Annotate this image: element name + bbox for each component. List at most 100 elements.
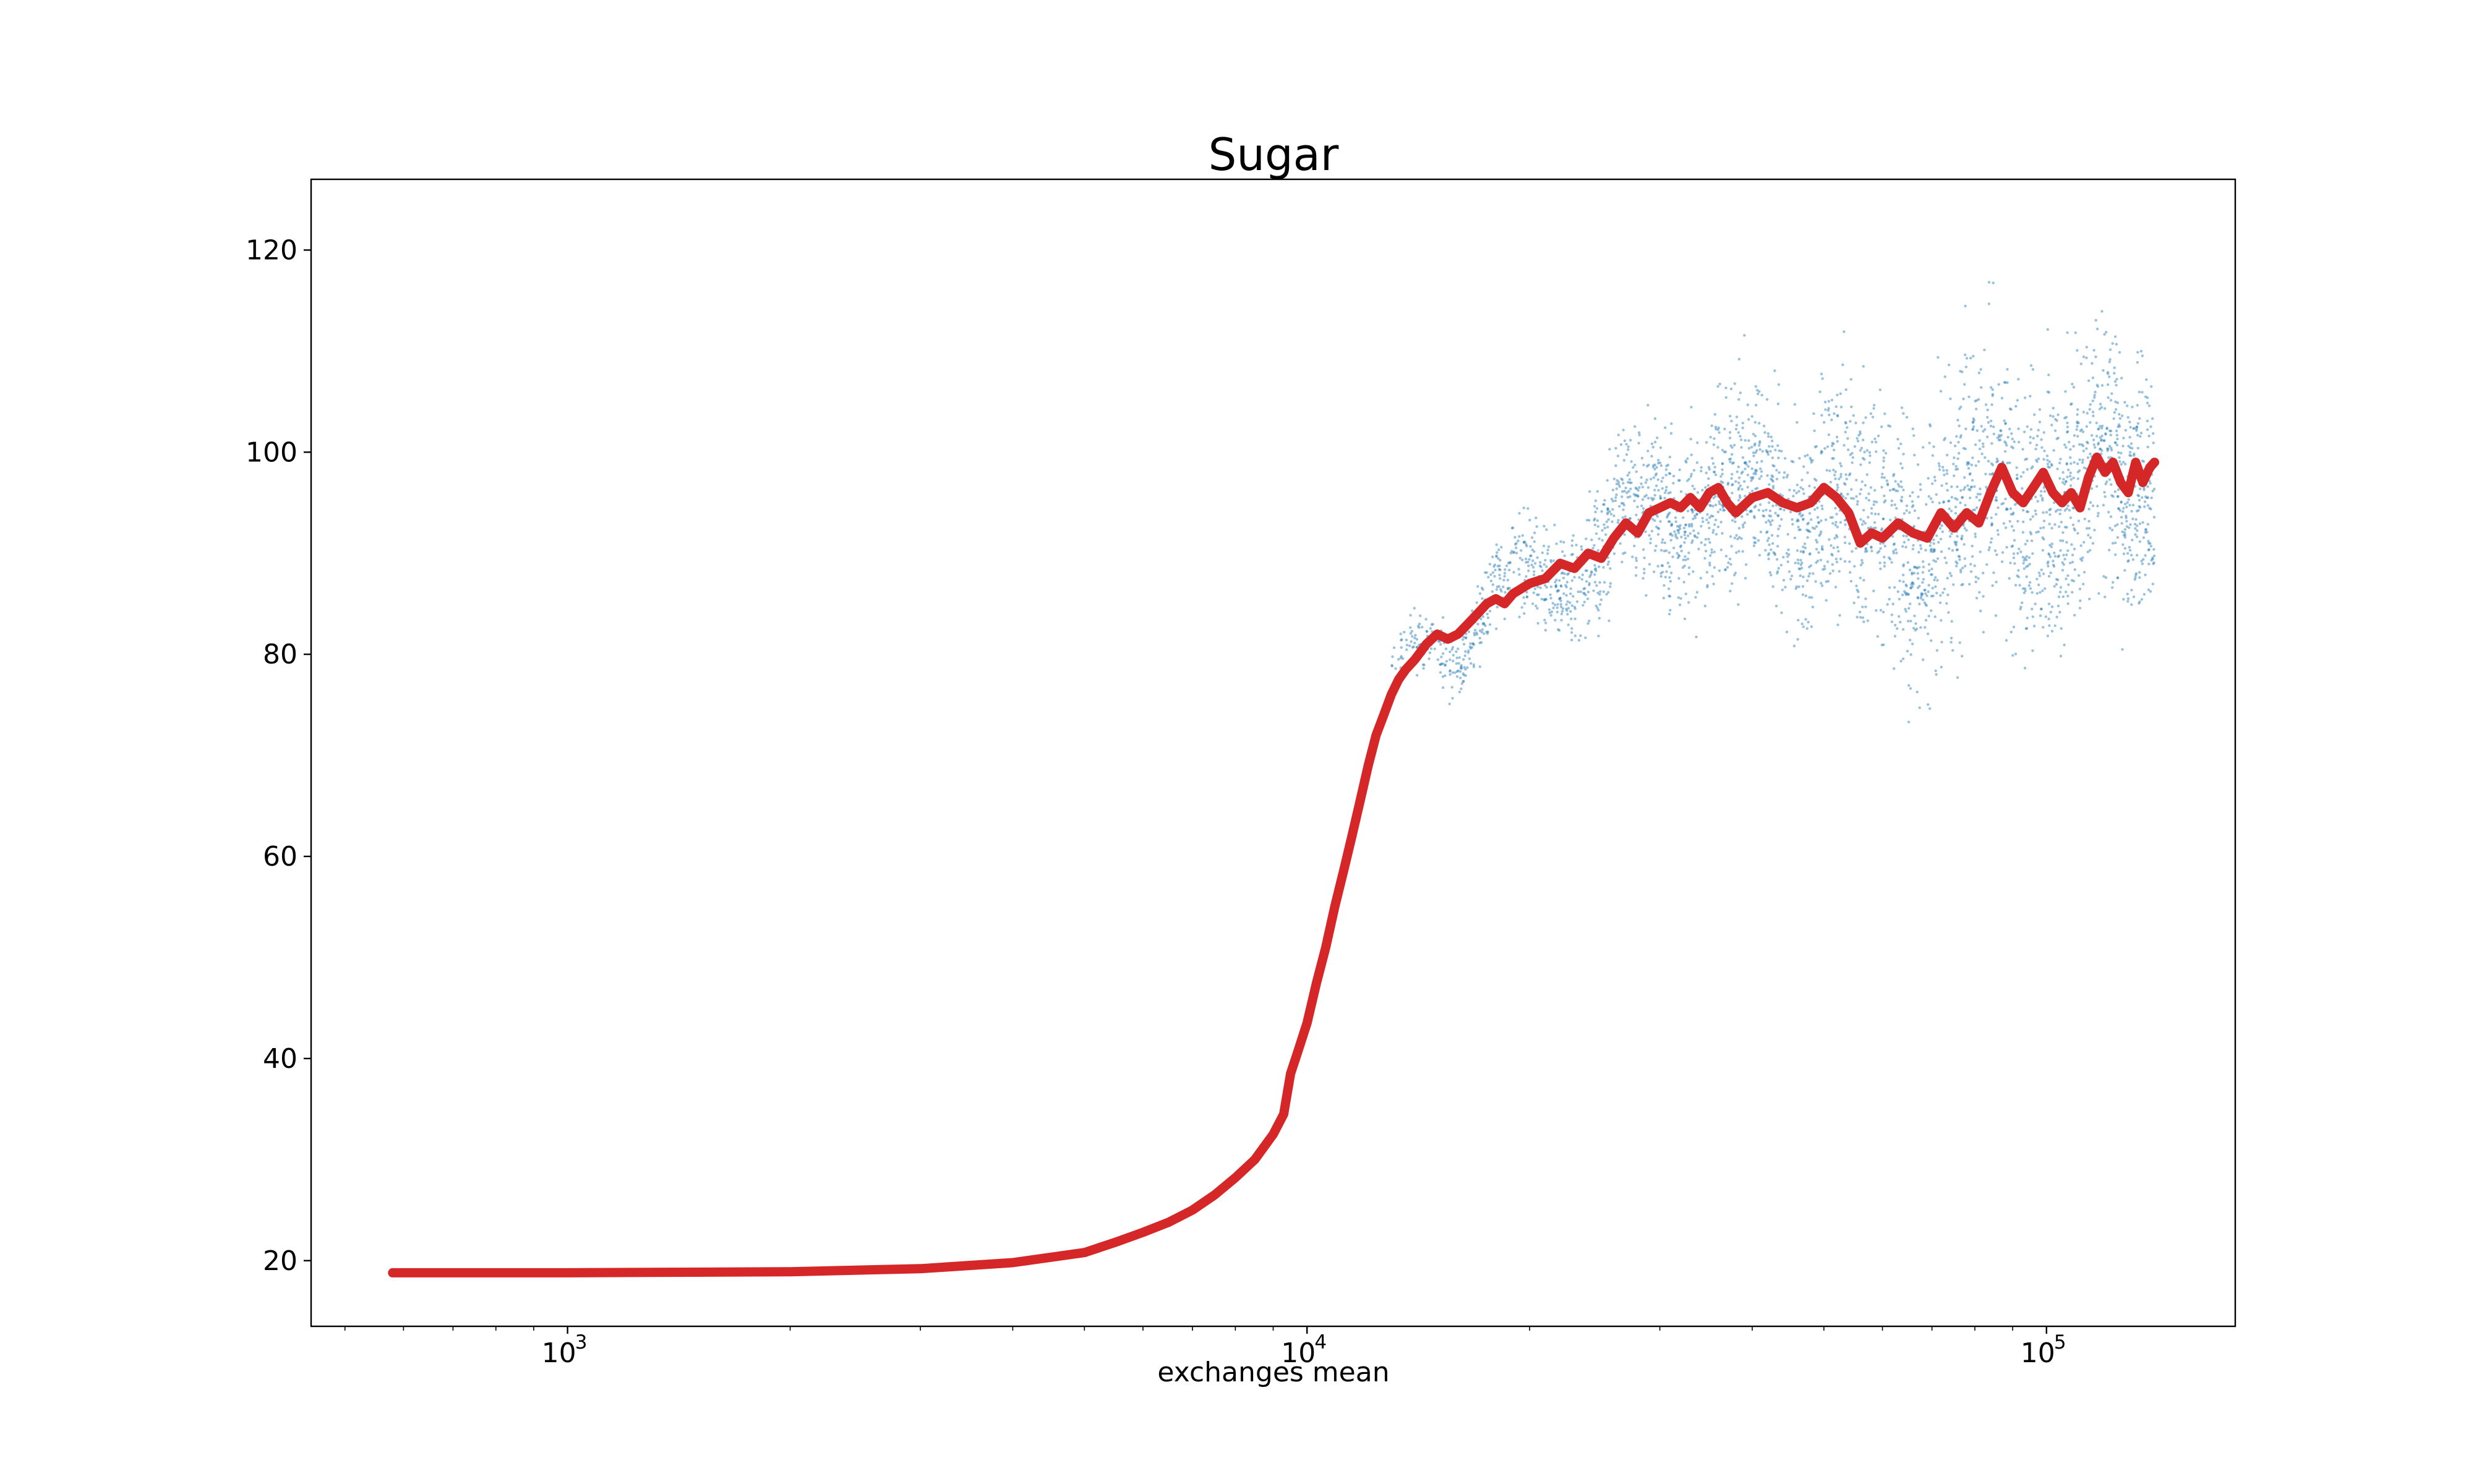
scatter-point [2052, 565, 2056, 568]
scatter-point [1408, 644, 1411, 647]
scatter-point [1567, 623, 1570, 626]
scatter-point [1986, 408, 1989, 412]
scatter-point [1455, 662, 1458, 665]
scatter-point [2063, 416, 2066, 420]
scatter-point [1629, 438, 1632, 442]
scatter-point [2031, 515, 2034, 518]
scatter-point [1511, 526, 1515, 529]
scatter-point [1584, 636, 1587, 639]
scatter-point [2110, 483, 2113, 486]
scatter-point [1593, 519, 1596, 522]
scatter-point [1892, 474, 1895, 477]
scatter-point [1575, 600, 1579, 603]
scatter-point [1582, 587, 1585, 591]
scatter-point [2076, 532, 2079, 535]
scatter-point [1875, 609, 1878, 612]
scatter-point [2021, 601, 2024, 604]
scatter-point [1496, 585, 1499, 589]
scatter-point [1963, 476, 1966, 479]
scatter-point [1442, 686, 1445, 689]
scatter-point [2073, 613, 2076, 617]
scatter-point [1778, 471, 1781, 474]
scatter-point [1807, 574, 1810, 578]
scatter-point [1409, 613, 1412, 617]
scatter-point [2131, 539, 2134, 542]
scatter-point [1589, 573, 1593, 576]
scatter-point [2047, 391, 2051, 394]
scatter-point [2095, 435, 2099, 438]
scatter-point [2012, 529, 2016, 532]
scatter-point [2040, 568, 2043, 571]
scatter-point [1898, 579, 1901, 582]
scatter-point [1911, 571, 1914, 574]
scatter-point [1786, 532, 1789, 536]
scatter-point [1628, 517, 1632, 520]
scatter-point [1940, 550, 1943, 553]
scatter-point [1697, 547, 1700, 551]
scatter-point [2043, 450, 2046, 453]
scatter-point [2131, 406, 2134, 409]
scatter-point [1899, 480, 1903, 484]
scatter-point [2004, 422, 2007, 425]
scatter-point [2017, 440, 2021, 444]
scatter-point [1573, 634, 1577, 638]
scatter-point [2065, 507, 2068, 510]
scatter-point [1927, 584, 1930, 587]
scatter-point [1503, 571, 1507, 575]
scatter-point [1403, 631, 1406, 634]
scatter-point [1741, 550, 1744, 553]
scatter-point [1889, 518, 1892, 522]
scatter-point [2024, 627, 2028, 630]
scatter-point [1813, 477, 1817, 480]
scatter-point [1521, 558, 1524, 561]
scatter-point [1760, 393, 1763, 397]
scatter-point [1729, 444, 1732, 447]
scatter-point [1746, 485, 1749, 489]
scatter-point [1657, 459, 1660, 462]
scatter-point [1768, 483, 1771, 486]
scatter-point [1898, 597, 1901, 601]
scatter-point [1661, 541, 1664, 544]
scatter-point [2056, 467, 2059, 471]
scatter-point [2037, 583, 2040, 586]
scatter-point [2113, 372, 2116, 375]
scatter-point [1473, 628, 1477, 632]
scatter-point [2011, 544, 2014, 547]
scatter-point [1801, 513, 1804, 517]
scatter-point [1543, 524, 1546, 528]
scatter-point [1401, 657, 1405, 660]
scatter-point [1935, 592, 1938, 595]
scatter-point [1969, 356, 1972, 360]
scatter-point [2025, 558, 2028, 561]
scatter-point [1684, 531, 1687, 534]
scatter-point [1765, 508, 1768, 511]
scatter-point [1883, 545, 1886, 548]
scatter-point [2042, 572, 2045, 576]
scatter-point [1533, 531, 1536, 534]
scatter-point [1449, 658, 1452, 662]
scatter-point [1657, 488, 1660, 492]
scatter-point [1554, 603, 1557, 607]
scatter-point [2076, 462, 2079, 466]
scatter-point [1792, 489, 1796, 492]
scatter-point [2090, 434, 2094, 437]
scatter-point [2138, 505, 2141, 508]
scatter-point [1670, 422, 1673, 425]
scatter-point [1964, 427, 1967, 430]
scatter-point [1830, 444, 1834, 448]
scatter-point [1938, 601, 1942, 604]
scatter-point [1980, 425, 1983, 428]
scatter-point [2100, 384, 2104, 387]
scatter-point [1737, 488, 1740, 491]
scatter-point [2025, 458, 2029, 461]
scatter-point [1598, 616, 1601, 620]
scatter-point [1990, 472, 1993, 476]
scatter-point [1473, 633, 1476, 637]
scatter-point [1677, 525, 1681, 529]
scatter-point [1849, 453, 1852, 456]
scatter-point [1695, 513, 1698, 516]
scatter-point [1633, 425, 1637, 428]
scatter-point [2030, 467, 2033, 470]
scatter-point [1901, 593, 1904, 597]
scatter-point [1770, 548, 1773, 552]
